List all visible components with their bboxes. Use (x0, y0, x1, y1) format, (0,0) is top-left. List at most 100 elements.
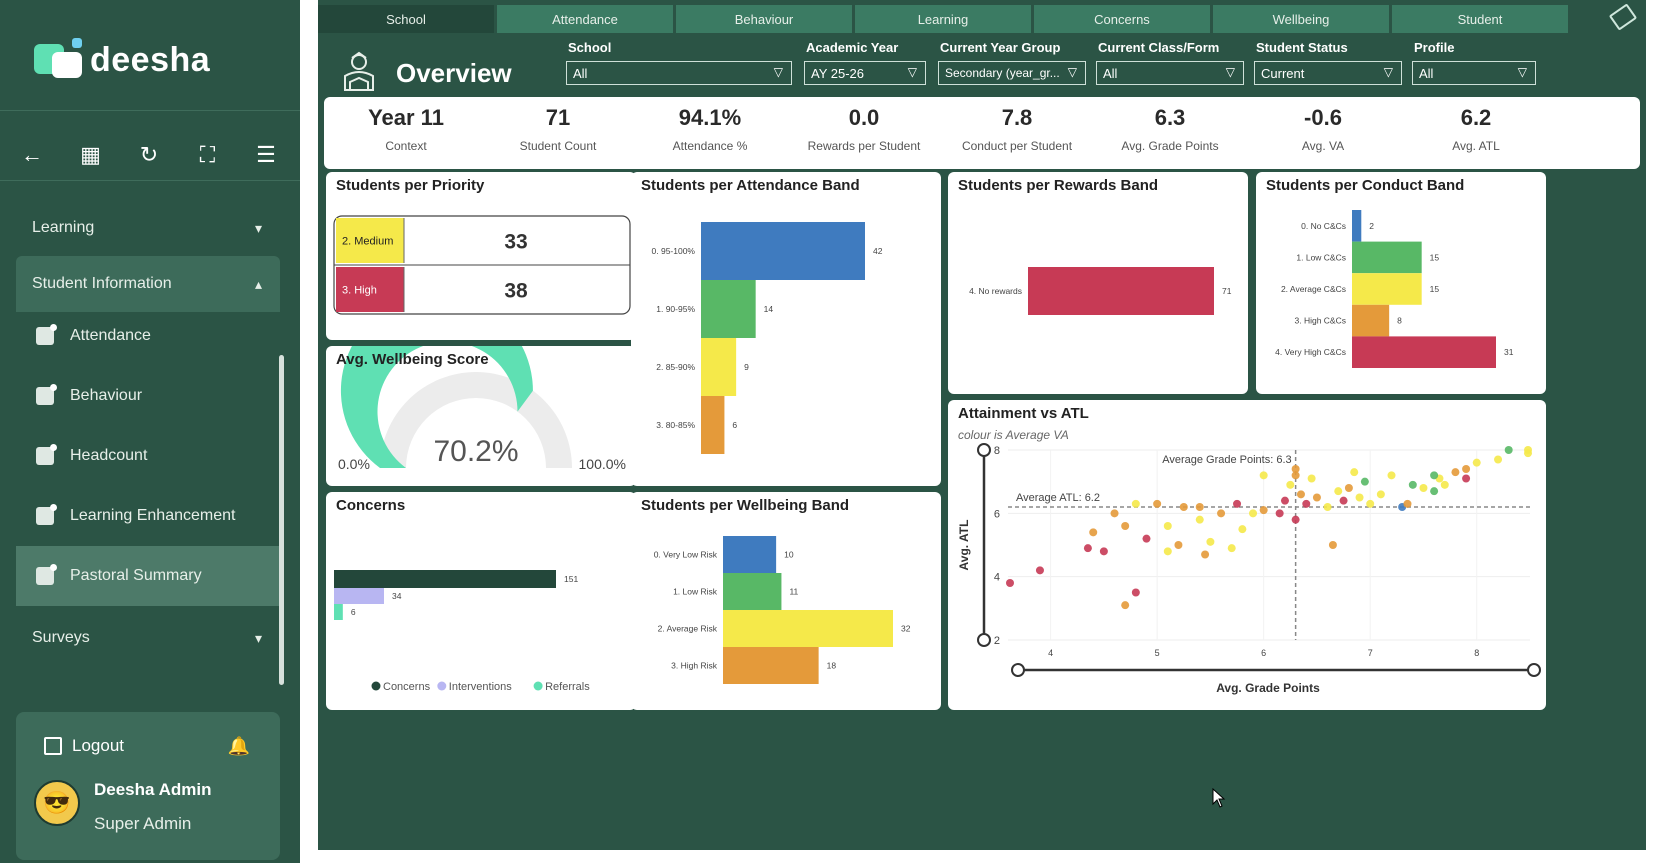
nav-item-learning-enhancement[interactable]: Learning Enhancement (16, 486, 280, 546)
bar[interactable] (701, 338, 737, 396)
scatter-point[interactable] (1524, 449, 1532, 458)
bell-icon[interactable]: 🔔 (227, 736, 250, 756)
scatter-point[interactable] (1286, 480, 1295, 489)
scatter-point[interactable] (1360, 477, 1369, 486)
bar[interactable] (701, 396, 725, 454)
scatter-point[interactable] (1339, 496, 1348, 505)
bar[interactable] (334, 588, 384, 604)
filter-student-status-dropdown[interactable]: Current ▽ (1254, 61, 1402, 85)
scatter-point[interactable] (1462, 474, 1471, 483)
scatter-point[interactable] (1280, 496, 1289, 505)
scatter-point[interactable] (1275, 509, 1284, 518)
filter-year-group-dropdown[interactable]: Secondary (year_gr... ▽ (938, 61, 1086, 85)
menu-icon[interactable]: ☰ (256, 142, 276, 167)
scatter-point[interactable] (1307, 474, 1316, 483)
scatter-point[interactable] (1121, 522, 1130, 530)
scatter-point[interactable] (1291, 515, 1300, 524)
scatter-point[interactable] (1163, 547, 1172, 556)
scatter-point[interactable] (1387, 471, 1396, 480)
scatter-point[interactable] (1408, 480, 1417, 489)
scatter-point[interactable] (1451, 468, 1460, 477)
scatter-point[interactable] (1195, 503, 1204, 511)
scatter-point[interactable] (1179, 503, 1188, 511)
scatter-point[interactable] (1217, 509, 1226, 518)
bar[interactable] (701, 222, 865, 280)
scatter-point[interactable] (1142, 534, 1151, 543)
nav-item-pastoral-summary[interactable]: Pastoral Summary (16, 546, 280, 606)
tab-wellbeing[interactable]: Wellbeing (1213, 5, 1389, 33)
scatter-point[interactable] (1131, 588, 1140, 597)
scatter-point[interactable] (1099, 547, 1108, 556)
scatter-point[interactable] (1430, 471, 1439, 480)
bar[interactable] (334, 604, 343, 620)
y-range-slider-handle[interactable] (977, 633, 991, 647)
scatter-point[interactable] (1328, 541, 1337, 549)
scatter-point[interactable] (1259, 506, 1268, 515)
bar[interactable] (723, 610, 893, 647)
scatter-point[interactable] (1430, 487, 1439, 496)
scatter-point[interactable] (1174, 541, 1183, 549)
filter-class-form-dropdown[interactable]: All ▽ (1096, 61, 1244, 85)
tab-concerns[interactable]: Concerns (1034, 5, 1210, 33)
filter-academic-year-dropdown[interactable]: AY 25-26 ▽ (804, 61, 926, 85)
deesha-logo[interactable]: deesha (32, 38, 210, 82)
tab-student[interactable]: Student (1392, 5, 1568, 33)
bar[interactable] (1352, 336, 1496, 368)
scatter-point[interactable] (1201, 550, 1210, 559)
y-range-slider-handle[interactable] (977, 443, 991, 457)
tab-school[interactable]: School (318, 5, 494, 33)
avatar[interactable]: 😎 (34, 780, 80, 826)
scatter-point[interactable] (1035, 566, 1044, 575)
x-range-slider-handle[interactable] (1011, 663, 1025, 677)
scatter-point[interactable] (1238, 525, 1247, 534)
scatter-point[interactable] (1312, 493, 1321, 502)
scatter-point[interactable] (1083, 544, 1092, 553)
scatter-point[interactable] (1302, 499, 1311, 508)
scatter-point[interactable] (1206, 537, 1215, 546)
scatter-point[interactable] (1006, 579, 1014, 587)
bar[interactable] (1352, 304, 1390, 337)
scatter-point[interactable] (1350, 468, 1359, 477)
bar[interactable] (1352, 241, 1422, 274)
x-range-slider-handle[interactable] (1527, 663, 1541, 677)
scatter-point[interactable] (1233, 499, 1242, 508)
scatter-point[interactable] (1472, 458, 1481, 467)
scatter-point[interactable] (1110, 509, 1119, 518)
bar[interactable] (723, 536, 777, 573)
bar[interactable] (723, 647, 819, 684)
scatter-point[interactable] (1440, 480, 1449, 489)
scatter-point[interactable] (1334, 487, 1343, 496)
back-arrow-icon[interactable]: ← (21, 142, 43, 167)
filter-profile-dropdown[interactable]: All ▽ (1412, 61, 1536, 85)
scatter-point[interactable] (1153, 499, 1162, 508)
scatter-point[interactable] (1163, 522, 1172, 530)
bookmark-list-icon[interactable]: ▦ (80, 142, 101, 167)
scatter-point[interactable] (1296, 490, 1305, 499)
tab-behaviour[interactable]: Behaviour (676, 5, 852, 33)
tab-learning[interactable]: Learning (855, 5, 1031, 33)
nav-item-headcount[interactable]: Headcount (16, 426, 280, 486)
scatter-point[interactable] (1344, 484, 1353, 492)
nav-group-surveys[interactable]: Surveys ▾ (16, 610, 280, 666)
nav-group-student-information[interactable]: Student Information ▴ (16, 256, 280, 312)
fullscreen-icon[interactable]: ⛶ (199, 142, 216, 167)
scatter-point[interactable] (1227, 544, 1236, 553)
scatter-point[interactable] (1089, 528, 1098, 537)
scatter-point[interactable] (1504, 446, 1513, 454)
sidebar-scrollbar[interactable] (279, 355, 284, 685)
scatter-point[interactable] (1366, 499, 1375, 508)
scatter-point[interactable] (1259, 471, 1268, 480)
bar[interactable] (1028, 267, 1214, 315)
scatter-point[interactable] (1376, 490, 1385, 499)
scatter-point[interactable] (1419, 484, 1428, 492)
scatter-point[interactable] (1121, 601, 1130, 610)
filter-school-dropdown[interactable]: All ▽ (566, 61, 792, 85)
bar[interactable] (1352, 273, 1422, 305)
nav-group-learning[interactable]: Learning ▾ (16, 200, 280, 256)
nav-item-attendance[interactable]: Attendance (16, 306, 280, 366)
scatter-point[interactable] (1291, 465, 1300, 473)
scatter-point[interactable] (1355, 493, 1364, 502)
bar[interactable] (1352, 210, 1362, 242)
scatter-point[interactable] (1462, 465, 1471, 473)
logout-button[interactable]: Logout (44, 736, 124, 756)
